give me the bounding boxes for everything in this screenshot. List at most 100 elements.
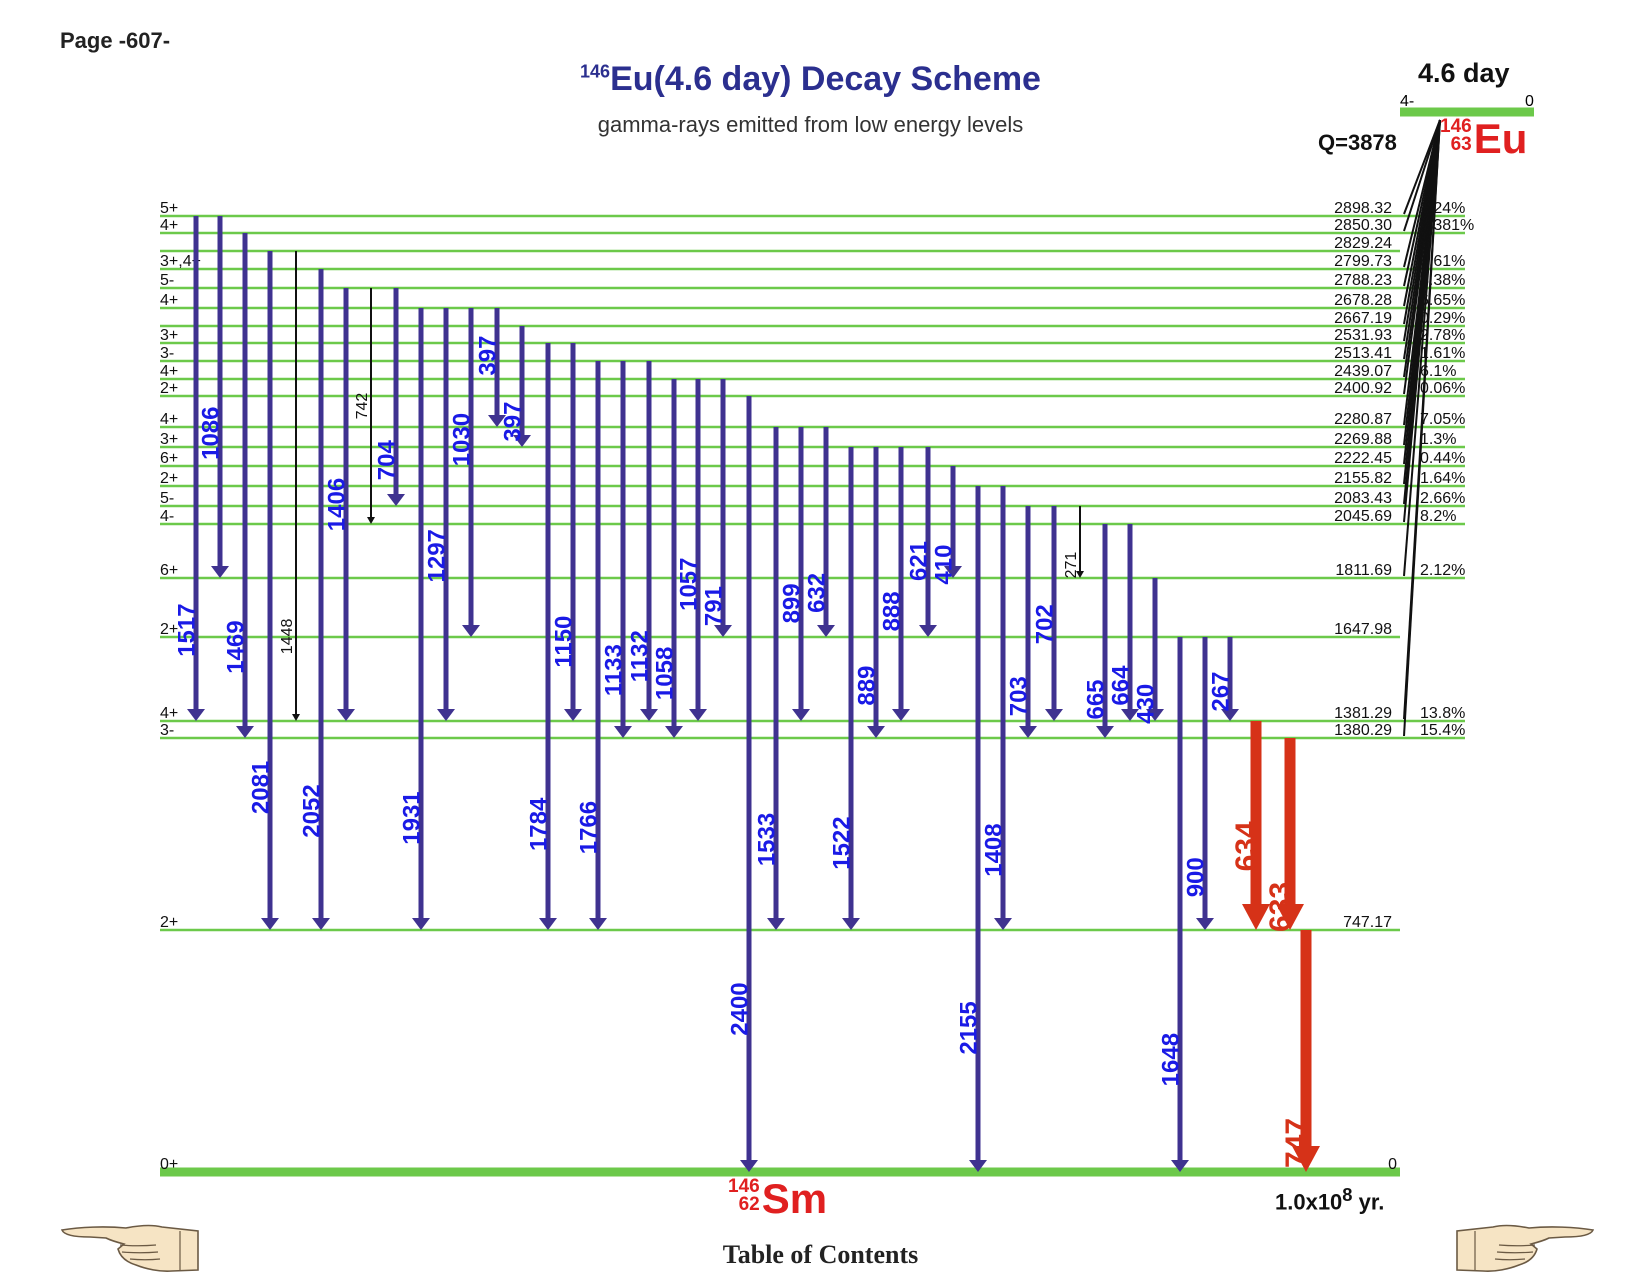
gamma-arrow-head [640,709,658,721]
gamma-arrow-head [1096,726,1114,738]
pointing-hand-right-icon[interactable] [1455,1218,1595,1273]
level-spin-label: 5+ [160,200,178,217]
gamma-energy-label: 1766 [575,801,602,854]
gamma-energy-label: 621 [905,541,932,581]
gamma-energy-label: 634 [1230,821,1263,871]
gamma-energy-label: 1408 [980,823,1007,876]
gamma-arrow-head [312,918,330,930]
daughter-atomic-number: 62 [738,1194,760,1215]
gamma-energy-label: 889 [853,666,880,706]
beta-feeding-label: 2.12% [1420,562,1465,579]
gamma-arrow-head [867,726,885,738]
level-spin-label: 4- [160,508,174,525]
gamma-energy-label: 704 [373,440,400,481]
level-energy-label: 2439.07 [1334,363,1392,380]
table-of-contents-link[interactable]: Table of Contents [722,1240,919,1269]
pointing-hand-left-icon[interactable] [60,1218,200,1273]
gamma-arrow-head [614,726,632,738]
gamma-energy-label: 1150 [550,616,577,668]
level-spin-label: 4+ [160,217,178,234]
level-spin-label: 6+ [160,450,178,467]
page-subtitle: gamma-rays emitted from low energy level… [597,112,1024,137]
gamma-arrow-head [187,709,205,721]
beta-feeding-label: 6.65% [1420,292,1465,309]
level-energy-label: 2280.87 [1334,411,1392,428]
gamma-arrow-head [817,625,835,637]
beta-feeding-label: 13.8% [1420,705,1465,722]
gamma-energy-label: 632 [803,573,830,613]
gamma-energy-label: 899 [778,583,805,623]
gamma-arrow-head [488,415,506,427]
gamma-arrow-head [261,918,279,930]
daughter-half-life-base: 1.0x10 [1275,1189,1343,1215]
gamma-arrow-head [367,517,375,524]
title-mass-number: 146 [580,61,611,82]
gamma-arrow-head [994,918,1012,930]
gamma-energy-label: 2155 [955,1001,982,1054]
beta-feeding-label: 1.61% [1420,345,1465,362]
gamma-energy-label: 1058 [651,647,678,700]
gamma-arrow-head [1221,709,1239,721]
gamma-energy-label: 702 [1031,604,1058,644]
daughter-half-life-unit: yr. [1352,1189,1385,1215]
level-energy-label: 2898.32 [1334,200,1392,217]
gamma-energy-label: 1648 [1157,1033,1184,1086]
parent-mass-and-z: 146 63 [1440,117,1472,154]
daughter-mass-and-z: 146 62 [728,1177,760,1215]
gamma-arrow-head [513,435,531,447]
level-energy-label: 0 [1388,1156,1397,1173]
q-value: Q=3878 [1318,130,1397,155]
level-spin-label: 4+ [160,363,178,380]
gamma-energy-label: 2052 [298,784,325,837]
gamma-arrow-head [236,726,254,738]
level-energy-label: 747.17 [1343,914,1392,931]
beta-feeding-line [1403,119,1441,737]
level-spin-label: 2+ [160,470,178,487]
beta-feeding-label: 8.2% [1420,508,1456,525]
gamma-energy-label: 430 [1132,684,1159,724]
level-spin-label: 4+ [160,292,178,309]
gamma-arrow-head [714,625,732,637]
gamma-energy-label: 2400 [726,982,753,1035]
level-spin-label: 0+ [160,1156,178,1173]
level-spin-label: 2+ [160,380,178,397]
level-spin-label: 5- [160,272,174,289]
level-spin-label: 3+,4+ [160,253,201,270]
gamma-arrow-head [892,709,910,721]
gamma-arrow-head [1292,1146,1320,1172]
level-energy-label: 2667.19 [1334,310,1392,327]
level-energy-label: 1381.29 [1334,705,1392,722]
gamma-arrow-head [1019,726,1037,738]
level-energy-label: 1647.98 [1334,621,1392,638]
gamma-arrow-head [211,566,229,578]
gamma-arrow-head [1121,709,1139,721]
level-spin-label: 4+ [160,705,178,722]
beta-feeding-label: 1.3% [1420,431,1456,448]
level-energy-label: 2155.82 [1334,470,1392,487]
gamma-arrow-head [539,918,557,930]
gamma-energy-label: 665 [1082,679,1109,719]
gamma-energy-label: 1522 [828,816,855,869]
gamma-energy-label: 271 [1063,552,1080,579]
gamma-energy-label: 888 [878,591,905,631]
gamma-arrow-head [387,494,405,506]
gamma-energy-label: 1469 [222,620,249,673]
gamma-arrow-head [919,625,937,637]
gamma-arrow-head [564,709,582,721]
gamma-arrow-head [1076,571,1084,578]
level-spin-label: 2+ [160,914,178,931]
gamma-arrow-head [412,918,430,930]
gamma-arrow-head [792,709,810,721]
gamma-energy-label: 397 [474,336,501,376]
level-energy-label: 2513.41 [1334,345,1392,362]
page-label: Page -607- [60,28,171,53]
gamma-energy-label: 747 [1280,1118,1313,1168]
gamma-arrow-head [589,918,607,930]
gamma-arrow-head [437,709,455,721]
level-energy-label: 2222.45 [1334,450,1392,467]
beta-feeding-label: 1.64% [1420,470,1465,487]
beta-feeding-label: 6.1% [1420,363,1456,380]
beta-feeding-label: 15.4% [1420,722,1465,739]
level-energy-label: 1811.69 [1335,562,1392,579]
gamma-arrow-head [462,625,480,637]
